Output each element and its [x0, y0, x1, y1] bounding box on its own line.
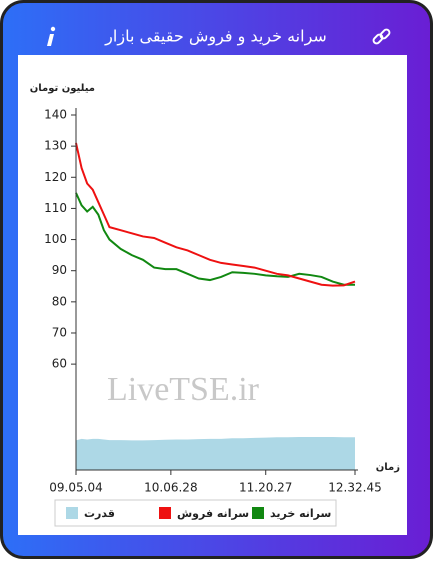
x-tick-label: 09.05.04: [49, 481, 102, 495]
link-icon[interactable]: [372, 28, 391, 45]
legend-swatch: [66, 507, 78, 519]
legend-swatch: [159, 507, 171, 519]
y-tick-label: 100: [44, 232, 67, 246]
x-tick-label: 12.32.45: [328, 481, 381, 495]
legend-box: [54, 499, 337, 527]
y-tick-label: 140: [44, 108, 67, 122]
legend-label: قدرت: [84, 507, 115, 520]
x-tick-label: 10.06.28: [144, 481, 197, 495]
legend-label: سرانه خرید: [270, 507, 331, 520]
y-tick-label: 80: [52, 294, 67, 308]
legend-swatch: [252, 507, 264, 519]
line: [75, 142, 356, 287]
x-tick-label: 11.20.27: [239, 481, 292, 495]
header-title: سرانه خرید و فروش حقیقی بازار: [104, 27, 327, 47]
y-tick-label: 60: [52, 357, 67, 371]
legend-label: سرانه فروش: [177, 507, 249, 520]
info-icon[interactable]: [47, 26, 56, 46]
line: [75, 192, 355, 286]
y-tick-label: 70: [52, 325, 67, 339]
y-axis-label: میلیون تومان: [30, 83, 95, 94]
y-tick-label: 90: [52, 263, 67, 277]
area: [76, 436, 355, 470]
y-tick-label: 120: [44, 170, 67, 184]
plot: LiveTSE.ir 60 70 80 90 100 110 120 130 140 09.05.0…: [30, 83, 400, 527]
x-axis-label: زمان: [376, 462, 400, 473]
y-tick-label: 130: [44, 139, 67, 153]
y-tick-label: 110: [44, 201, 67, 215]
watermark: LiveTSE.ir: [107, 371, 260, 408]
